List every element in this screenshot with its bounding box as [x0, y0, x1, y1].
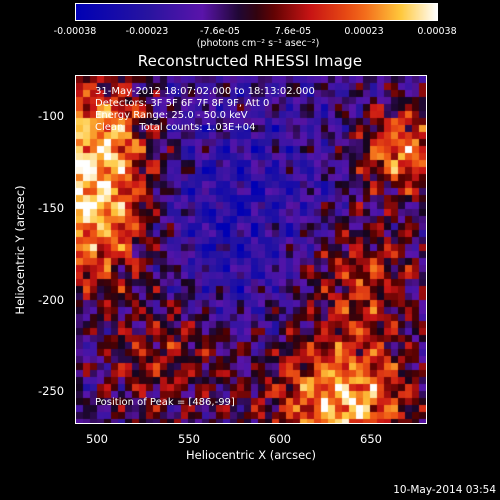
chart-title: Reconstructed RHESSI Image	[137, 52, 363, 70]
energy-range-annotation: Energy Range: 25.0 - 50.0 keV	[95, 110, 248, 121]
heatmap-image	[76, 76, 426, 423]
colorbar-tick-label: -7.6e-05	[200, 26, 240, 37]
clean-counts-annotation: Clean Total counts: 1.03E+04	[95, 122, 256, 133]
x-tick-label: 550	[178, 432, 200, 446]
heatmap-plot-area: 31-May-2012 18:07:02.000 to 18:13:02.000…	[75, 75, 427, 424]
x-tick-label: 600	[269, 432, 291, 446]
x-axis-label: Heliocentric X (arcsec)	[186, 448, 316, 462]
peak-position-annotation: Position of Peak = [486,-99]	[95, 397, 235, 408]
x-tick-label: 650	[360, 432, 382, 446]
y-tick-label: -200	[38, 293, 65, 307]
y-tick-label: -150	[38, 201, 65, 215]
colorbar-tick-label: -0.00038	[53, 26, 97, 37]
detectors-annotation: Detectors: 3F 5F 6F 7F 8F 9F, Att 0	[95, 98, 270, 109]
x-tick-label: 500	[86, 432, 108, 446]
y-tick-label: -100	[38, 109, 65, 123]
colorbar-units: (photons cm⁻² s⁻¹ asec⁻²)	[196, 38, 320, 49]
y-tick-label: -250	[38, 384, 65, 398]
time-range-annotation: 31-May-2012 18:07:02.000 to 18:13:02.000	[95, 86, 315, 97]
colorbar	[75, 3, 438, 21]
y-axis-label: Heliocentric Y (arcsec)	[13, 185, 27, 315]
colorbar-tick-label: 7.6e-05	[274, 26, 312, 37]
colorbar-tick-label: -0.00023	[125, 26, 169, 37]
colorbar-tick-label: 0.00038	[417, 26, 457, 37]
colorbar-tick-label: 0.00023	[344, 26, 384, 37]
footer-timestamp: 10-May-2014 03:54	[393, 484, 496, 496]
